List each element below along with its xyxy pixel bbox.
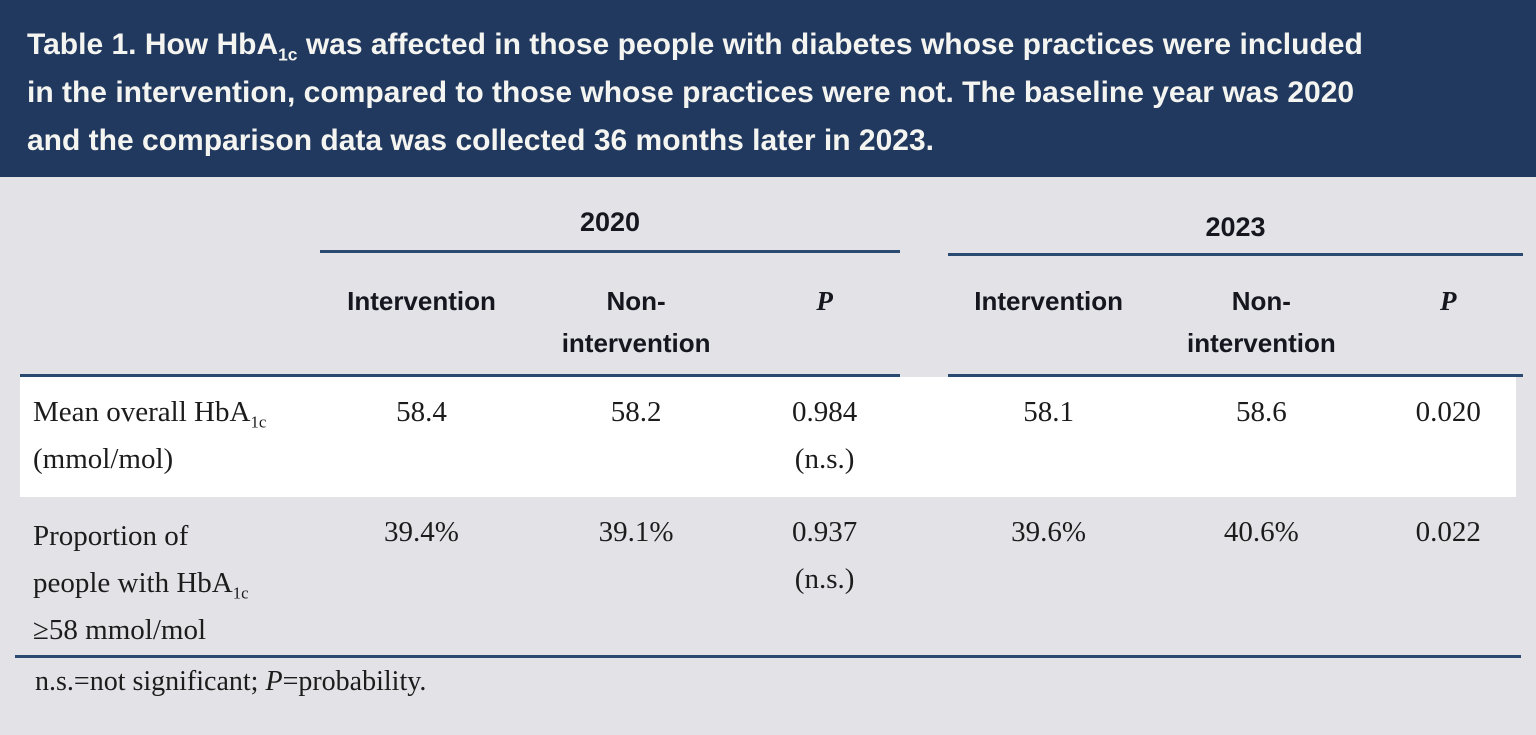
col-header-non-intervention-2023: Non-intervention <box>1186 286 1336 358</box>
row-label-subscript: 1c <box>232 583 249 603</box>
cell-p-2020: 0.937 (n.s.) <box>749 497 900 655</box>
row-label-proportion: Proportion of people with HbA1c ≥58 mmol… <box>33 513 328 654</box>
col-header-intervention-2023: Intervention <box>974 286 1124 316</box>
cell-non-intervention-2020: 58.2 <box>610 396 662 428</box>
rule-header-bottom-left <box>20 374 900 377</box>
year-header-2023: 2023 <box>1205 212 1266 242</box>
row-label-subscript: 1c <box>250 412 267 432</box>
cell-non-intervention-2023: 40.6% <box>1223 516 1299 548</box>
cell-intervention-2020: 39.4% <box>384 516 459 548</box>
rule-under-year-2023 <box>948 253 1523 256</box>
row-label-mean-hba1c: Mean overall HbA1c (mmol/mol) <box>33 389 328 483</box>
rule-header-bottom-right <box>948 374 1523 377</box>
row1-values-2023: 58.1 58.6 0.020 <box>948 377 1523 497</box>
row-label-text: people with HbA <box>33 567 233 599</box>
footnote: n.s.=not significant; P=probability. <box>35 666 426 698</box>
rule-under-year-2020 <box>320 250 900 253</box>
row-label-text: ≥58 mmol/mol <box>33 614 207 646</box>
row2-values-2020: 39.4% 39.1% 0.937 (n.s.) <box>320 497 900 655</box>
table-title-line1: Table 1. How HbA1c was affected in those… <box>27 21 1506 69</box>
title-text: was affected in those people with diabet… <box>297 28 1363 61</box>
row-label-text: (mmol/mol) <box>33 443 174 475</box>
footnote-text: n.s.=not significant; <box>35 666 266 697</box>
table-title-line2: in the intervention, compared to those w… <box>27 76 1355 109</box>
row-label-text: Proportion of <box>33 520 189 552</box>
title-text: Table 1. How HbA <box>27 28 279 61</box>
cell-p-2020: 0.984 (n.s.) <box>749 377 900 497</box>
rule-footnote <box>15 655 1521 658</box>
p-note: (n.s.) <box>794 563 855 595</box>
p-note: (n.s.) <box>794 443 855 475</box>
cell-p-2023: 0.020 <box>1415 396 1481 428</box>
col-header-non-intervention-2020: Non-intervention <box>561 286 711 358</box>
col-header-intervention-2020: Intervention <box>347 286 496 316</box>
table-row-proportion: Proportion of people with HbA1c ≥58 mmol… <box>20 497 1516 655</box>
cell-non-intervention-2020: 39.1% <box>598 516 674 548</box>
cell-intervention-2020: 58.4 <box>396 396 447 428</box>
year-header-2020: 2020 <box>579 207 641 237</box>
footnote-text: =probability. <box>282 666 427 697</box>
col-header-p-2023: P <box>1440 286 1457 316</box>
cell-non-intervention-2023: 58.6 <box>1236 396 1287 428</box>
table-title-line3: and the comparison data was collected 36… <box>27 124 934 157</box>
cell-intervention-2023: 58.1 <box>1023 396 1074 428</box>
p-value: 0.937 <box>791 516 858 548</box>
cell-p-2023: 0.022 <box>1415 516 1481 548</box>
title-subscript: 1c <box>278 44 298 65</box>
row-label-text: Mean overall HbA <box>33 396 251 428</box>
row2-values-2023: 39.6% 40.6% 0.022 <box>948 497 1523 655</box>
title-band: Table 1. How HbA1c was affected in those… <box>0 0 1536 177</box>
cell-intervention-2023: 39.6% <box>1011 516 1087 548</box>
p-value: 0.984 <box>791 396 858 428</box>
column-headers-2023: Intervention Non-intervention P <box>948 268 1523 372</box>
column-headers-2020: Intervention Non-intervention P <box>320 268 900 372</box>
footnote-p-symbol: P <box>265 666 283 697</box>
col-header-p-2020: P <box>816 286 833 316</box>
table-row-mean-hba1c: Mean overall HbA1c (mmol/mol) 58.4 58.2 … <box>20 377 1516 497</box>
row1-values-2020: 58.4 58.2 0.984 (n.s.) <box>320 377 900 497</box>
